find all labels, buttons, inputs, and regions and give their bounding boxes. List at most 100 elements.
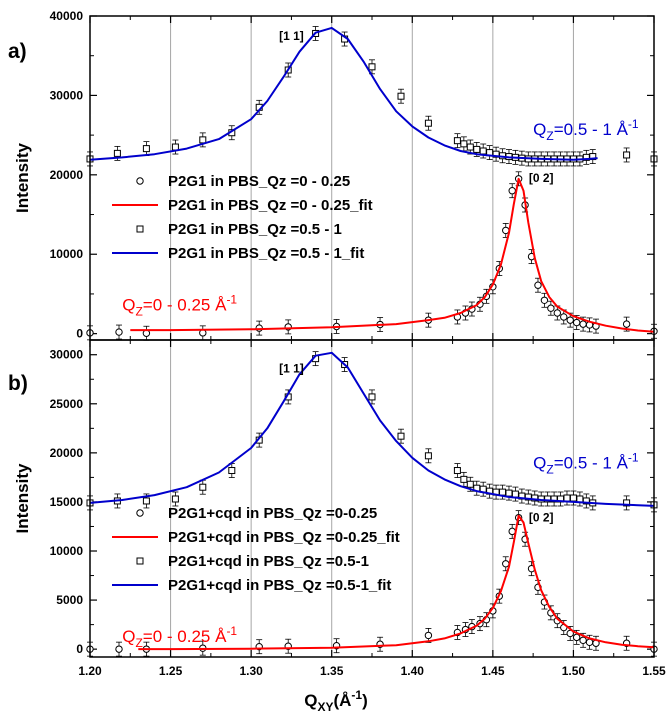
data-point-circle <box>540 296 549 304</box>
x-axis-label: QXY(Å-1) <box>304 688 368 714</box>
plot-frame <box>89 339 655 658</box>
data-point-circle <box>424 631 433 640</box>
legend-marker-square <box>136 225 144 233</box>
data-point-circle <box>502 226 510 235</box>
legend-marker-square <box>136 557 144 565</box>
legend-entry: P2G1+cqd in PBS_Qz =0-0.25 <box>168 505 377 522</box>
y-tick-label: 0 <box>76 327 83 341</box>
y-tick-label: 20000 <box>50 168 84 182</box>
data-point-circle <box>508 187 516 195</box>
data-point-square <box>453 137 461 145</box>
legend-entry: P2G1 in PBS_Qz =0.5 - 1_fit <box>168 245 364 262</box>
data-point-square <box>368 63 376 71</box>
data-point-square <box>453 467 461 475</box>
y-tick-label: 25000 <box>50 397 84 411</box>
y-tick-label: 40000 <box>50 9 84 23</box>
data-point-circle <box>622 320 631 328</box>
legend: P2G1 in PBS_Qz =0 - 0.25 P2G1 in PBS_Qz =… <box>112 173 373 262</box>
x-tick-label: 1.20 <box>78 664 102 678</box>
x-tick-label: 1.45 <box>481 664 505 678</box>
data-point-circle <box>115 328 123 336</box>
data-point-circle <box>572 318 581 327</box>
data-point-square <box>466 143 474 151</box>
y-tick-label: 30000 <box>50 88 84 102</box>
data-point-square <box>623 499 631 507</box>
data-point-square <box>397 432 405 440</box>
y-tick-label: 10000 <box>50 544 84 558</box>
legend-entry: P2G1 in PBS_Qz =0 - 0.25 <box>168 173 350 190</box>
qz-annotation: QZ=0 - 0.25 Å-1 <box>122 624 237 650</box>
legend-marker-circle <box>136 509 144 517</box>
panel-label: a) <box>8 40 27 63</box>
legend: P2G1+cqd in PBS_Qz =0-0.25 P2G1+cqd in PB… <box>112 505 400 594</box>
data-point-circle <box>560 313 568 321</box>
y-tick-label: 10000 <box>50 247 84 261</box>
data-point-circle <box>115 645 123 653</box>
data-point-circle <box>566 316 574 324</box>
data-point-square <box>171 143 179 151</box>
data-point-circle <box>585 638 594 646</box>
qz-annotation: QZ=0.5 - 1 Å-1 <box>533 451 639 477</box>
data-point-square <box>397 92 405 100</box>
data-point-square <box>569 494 577 502</box>
x-tick-label: 1.55 <box>642 664 666 678</box>
data-point-square <box>466 480 474 488</box>
peak-label: [0 2] <box>529 511 554 525</box>
y-tick-label: 30000 <box>50 348 84 362</box>
data-point-circle <box>547 304 555 312</box>
data-point-square <box>505 489 513 497</box>
x-tick-label: 1.25 <box>159 664 183 678</box>
data-point-square <box>473 145 481 153</box>
fit-line <box>89 351 655 507</box>
y-axis-label: Intensity <box>13 143 32 213</box>
data-point-circle <box>579 320 587 328</box>
data-point-square <box>623 151 631 159</box>
y-tick-label: 0 <box>76 642 83 656</box>
data-point-circle <box>579 636 587 645</box>
data-point-square <box>563 494 571 502</box>
data-point-square <box>460 475 468 483</box>
data-point-circle <box>553 309 562 317</box>
legend-entry: P2G1+cqd in PBS_Qz =0.5-1 <box>168 553 369 570</box>
data-point-square <box>424 119 432 127</box>
data-point-square <box>576 495 584 503</box>
panel-b: 0 5000 10000 15000 20000 25000 30000 Intensity b… <box>8 339 666 678</box>
panel-label: b) <box>8 372 28 395</box>
legend-entry: P2G1 in PBS_Qz =0.5 - 1 <box>168 221 342 238</box>
x-tick-label: 1.30 <box>239 664 263 678</box>
y-tick-label: 5000 <box>56 593 83 607</box>
data-point-square <box>460 140 468 148</box>
fit-line <box>130 177 655 333</box>
legend-entry: P2G1 in PBS_Qz =0 - 0.25_fit <box>168 197 373 214</box>
y-axis-label: Intensity <box>13 463 32 533</box>
legend-entry: P2G1+cqd in PBS_Qz =0-0.25_fit <box>168 529 400 546</box>
x-tick-label: 1.50 <box>562 664 586 678</box>
legend-entry: P2G1+cqd in PBS_Qz =0.5-1_fit <box>168 577 391 594</box>
y-tick-label: 20000 <box>50 446 84 460</box>
peak-label: [1 1] <box>279 361 304 375</box>
data-point-square <box>228 467 236 475</box>
qz-annotation: QZ=0.5 - 1 Å-1 <box>533 117 639 143</box>
peak-label: [0 2] <box>529 171 554 185</box>
data-point-square <box>479 147 487 155</box>
panel-a: 0 10000 20000 30000 40000 Intensity a) [1 1] [0 … <box>8 9 658 341</box>
data-point-circle <box>502 560 510 568</box>
data-point-square <box>424 452 432 460</box>
qz-annotation: QZ=0 - 0.25 Å-1 <box>122 293 237 319</box>
data-point-circle <box>572 633 581 642</box>
data-point-square <box>199 136 207 144</box>
data-point-square <box>499 488 507 496</box>
data-point-circle <box>566 629 574 638</box>
data-point-square <box>511 490 519 498</box>
peak-label: [1 1] <box>279 29 304 43</box>
legend-marker-circle <box>136 177 144 185</box>
data-point-square <box>113 149 121 157</box>
data-point-square <box>142 145 150 153</box>
data-point-square <box>171 495 179 503</box>
x-tick-label: 1.40 <box>401 664 425 678</box>
fit-line <box>89 26 598 161</box>
data-point-square <box>199 483 207 491</box>
data-point-square <box>142 497 150 505</box>
x-tick-label: 1.35 <box>320 664 344 678</box>
